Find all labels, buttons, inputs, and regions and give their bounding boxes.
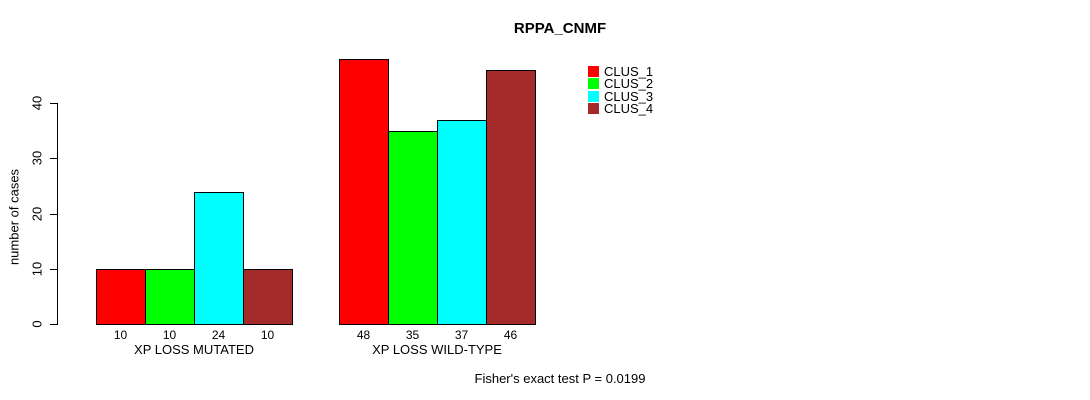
legend-label: CLUS_4 [604, 101, 654, 116]
bar-value-label: 46 [503, 328, 518, 342]
y-tick-label: 20 [29, 206, 45, 222]
legend-item: CLUS_4 [588, 101, 654, 116]
bar [194, 192, 244, 325]
bar-value-label: 48 [356, 328, 371, 342]
y-axis-label: number of cases [6, 168, 22, 266]
bar-value-label: 35 [405, 328, 420, 342]
y-axis-line [57, 103, 58, 325]
legend-swatch [588, 78, 599, 89]
group-label: XP LOSS WILD-TYPE [372, 342, 502, 357]
legend-item: CLUS_1 [588, 64, 654, 79]
y-tick [50, 158, 57, 159]
bar-value-label: 24 [211, 328, 226, 342]
bar [437, 120, 487, 325]
y-tick [50, 269, 57, 270]
legend-swatch [588, 91, 599, 102]
bar [96, 269, 146, 325]
bar-value-label: 10 [162, 328, 177, 342]
y-tick [50, 214, 57, 215]
legend-item: CLUS_3 [588, 89, 654, 104]
bar [486, 70, 536, 325]
legend-item: CLUS_2 [588, 76, 654, 91]
legend-swatch [588, 66, 599, 77]
bar [388, 131, 438, 325]
y-tick-label: 10 [29, 261, 45, 277]
bar-value-label: 10 [260, 328, 275, 342]
y-tick-label: 30 [29, 150, 45, 166]
legend-label: CLUS_2 [604, 76, 654, 91]
y-tick [50, 324, 57, 325]
bar [339, 59, 389, 325]
y-tick [50, 103, 57, 104]
legend-swatch [588, 103, 599, 114]
footer-annotation: Fisher's exact test P = 0.0199 [474, 371, 646, 386]
bar [243, 269, 293, 325]
legend-label: CLUS_1 [604, 64, 654, 79]
y-tick-label: 40 [29, 95, 45, 111]
bar-value-label: 10 [113, 328, 128, 342]
bar-value-label: 37 [454, 328, 469, 342]
legend-label: CLUS_3 [604, 89, 654, 104]
y-tick-label: 0 [29, 320, 45, 328]
bar [145, 269, 195, 325]
chart-title: RPPA_CNMF [513, 20, 607, 37]
group-label: XP LOSS MUTATED [134, 342, 254, 357]
